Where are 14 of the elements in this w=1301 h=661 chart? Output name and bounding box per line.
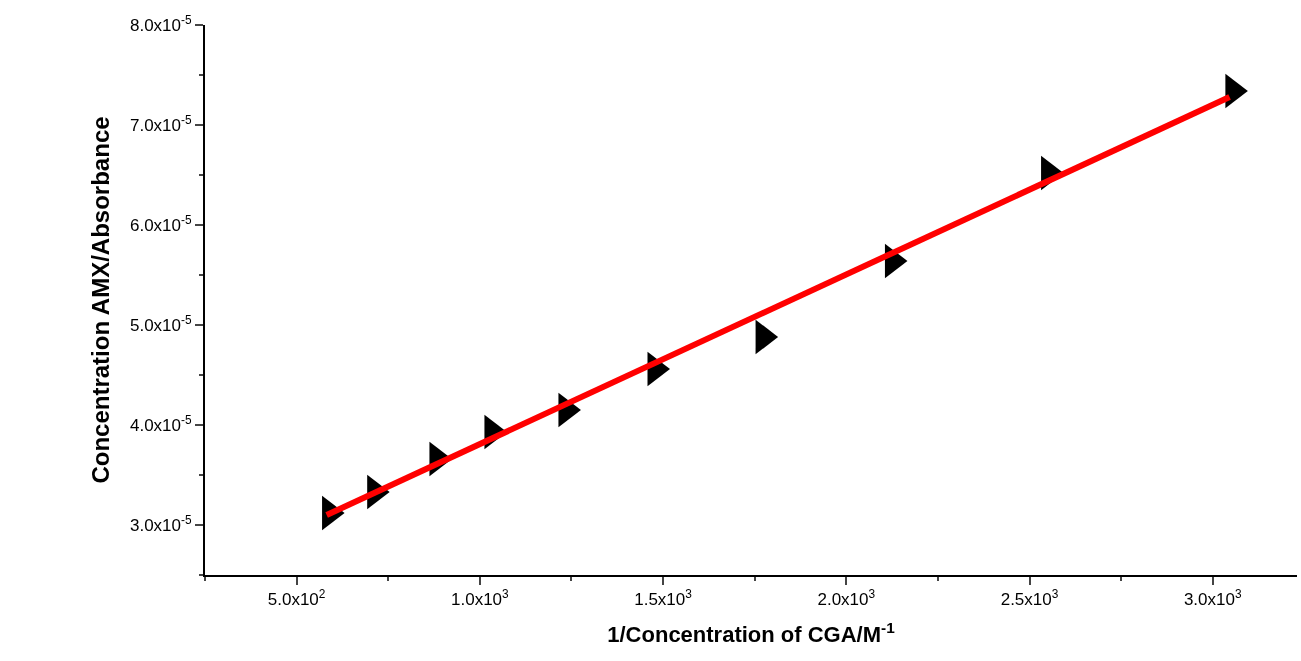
x-tick-label: 1.5x10$^{3}$ bbox=[634, 587, 693, 610]
y-axis-title: Concentration AMX/Absorbance bbox=[86, 116, 114, 484]
y-tick-label: 8.0x10$^{-5}$ bbox=[129, 12, 192, 35]
y-tick-label: 3.0x10$^{-5}$ bbox=[129, 512, 192, 535]
x-tick-label: 1.0x10$^{3}$ bbox=[450, 587, 510, 610]
y-tick-label: 5.0x10$^{-5}$ bbox=[129, 312, 192, 335]
x-tick-label: 5.0x10$^{2}$ bbox=[267, 587, 326, 610]
x-tick-label: 2.0x10$^{3}$ bbox=[817, 587, 876, 610]
y-tick-label: 6.0x10$^{-5}$ bbox=[129, 212, 192, 235]
x-tick-label: 2.5x10$^{3}$ bbox=[1000, 587, 1059, 610]
x-tick-label: 3.0x10$^{3}$ bbox=[1183, 587, 1242, 610]
y-tick-label: 4.0x10$^{-5}$ bbox=[129, 412, 192, 435]
y-tick-label: 7.0x10$^{-5}$ bbox=[129, 112, 192, 135]
x-axis-title: 1/Concentration of CGA/M$^{-1}$ bbox=[607, 618, 896, 647]
